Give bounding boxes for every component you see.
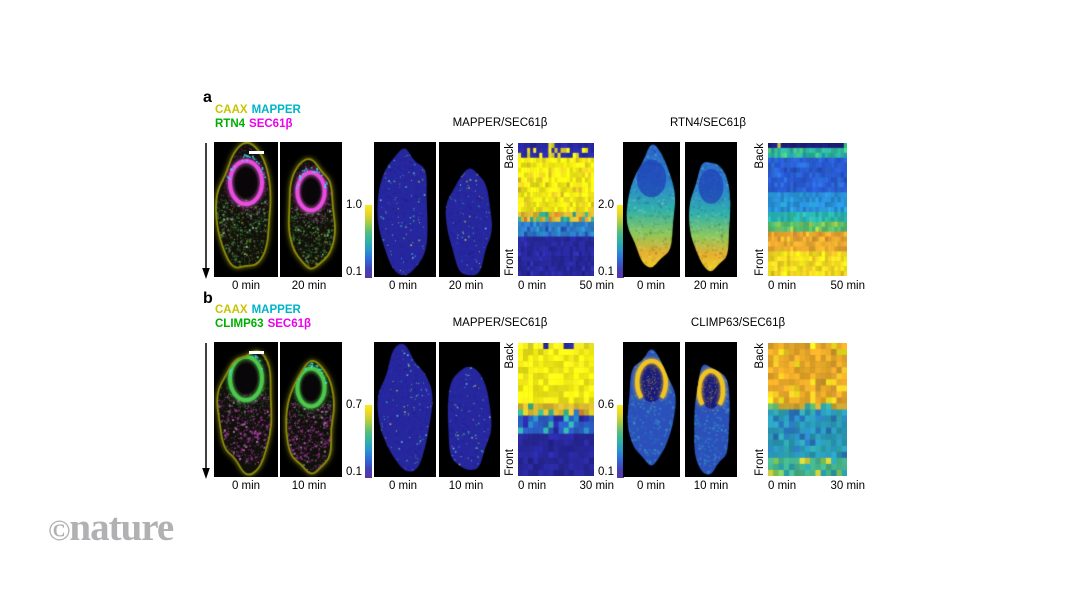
legend-mapper: MAPPER: [251, 104, 301, 116]
scale-bar: [249, 151, 264, 154]
kymo-t1: 50 min: [579, 280, 614, 292]
colorbar-min: 0.1: [598, 266, 614, 278]
group-title: CLIMP63/SEC61β: [690, 317, 786, 329]
colorbar: [365, 205, 372, 278]
legend-row-2: CLIMP63 SEC61β: [215, 318, 315, 332]
legend-mapper: MAPPER: [251, 304, 301, 316]
ratio-image-0min: [623, 342, 680, 477]
colorbar: [617, 205, 624, 278]
group-title: MAPPER/SEC61β: [452, 317, 548, 329]
axis-front-label: Front: [503, 249, 516, 276]
kymo-time-axis: 0 min 50 min: [518, 280, 614, 292]
colorbar-max: 0.6: [598, 399, 614, 411]
time-label: 0 min: [388, 280, 418, 292]
time-label: 0 min: [636, 280, 666, 292]
scale-bar: [249, 351, 264, 354]
kymo-t0: 0 min: [768, 280, 797, 292]
group-title: MAPPER/SEC61β: [452, 117, 548, 129]
axis-back-label: Back: [753, 143, 766, 169]
merged-cell-image-10min: [280, 342, 342, 477]
merged-cell-image-20min: [280, 142, 342, 277]
ratio-image-20min: [685, 142, 737, 277]
legend-sec61b: SEC61β: [249, 117, 293, 130]
kymo-axis-labels: Back Front: [753, 143, 766, 276]
legend-sec61b: SEC61β: [267, 317, 312, 330]
ratio-image-10min: [685, 342, 737, 477]
panel-a-legend: CAAX MAPPER RTN4 SEC61β: [215, 104, 305, 131]
colorbar: [617, 405, 624, 478]
merged-cell-image-0min: [214, 342, 278, 477]
colorbar: [365, 405, 372, 478]
time-label: 20 min: [291, 280, 327, 292]
nature-wordmark: nature: [69, 506, 174, 549]
legend-row-2: RTN4 SEC61β: [215, 118, 305, 132]
kymograph: [518, 143, 594, 276]
kymo-axis-labels: Back Front: [503, 143, 516, 276]
direction-arrow-icon: [202, 143, 210, 279]
kymograph: [768, 143, 847, 276]
legend-row-1: CAAX MAPPER: [215, 304, 315, 318]
kymo-axis-labels: Back Front: [503, 343, 516, 476]
colorbar-min: 0.1: [346, 466, 362, 478]
legend-climp63: CLIMP63: [215, 317, 264, 330]
panel-a-label: a: [203, 89, 212, 106]
time-label: 10 min: [291, 480, 327, 492]
direction-arrow-icon: [202, 343, 210, 479]
time-label: 0 min: [231, 480, 261, 492]
ratio-image-0min: [623, 142, 680, 277]
time-label: 20 min: [693, 280, 729, 292]
panel-b-legend: CAAX MAPPER CLIMP63 SEC61β: [215, 304, 315, 331]
merged-cell-image-0min: [214, 142, 278, 277]
kymo-t1: 30 min: [830, 480, 865, 492]
ratio-image-10min: [439, 342, 500, 477]
axis-front-label: Front: [753, 449, 766, 476]
kymo-t0: 0 min: [518, 480, 547, 492]
axis-back-label: Back: [503, 143, 516, 169]
axis-front-label: Front: [503, 449, 516, 476]
kymograph: [768, 343, 847, 476]
legend-row-1: CAAX MAPPER: [215, 104, 305, 118]
colorbar-min: 0.1: [346, 266, 362, 278]
legend-caax: CAAX: [215, 304, 248, 316]
kymo-t0: 0 min: [768, 480, 797, 492]
time-label: 0 min: [388, 480, 418, 492]
time-label: 10 min: [693, 480, 729, 492]
kymo-time-axis: 0 min 50 min: [768, 280, 865, 292]
kymo-time-axis: 0 min 30 min: [518, 480, 614, 492]
time-label: 0 min: [231, 280, 261, 292]
copyright-icon: ©: [48, 514, 70, 547]
legend-caax: CAAX: [215, 104, 248, 116]
axis-back-label: Back: [503, 343, 516, 369]
kymo-t1: 50 min: [830, 280, 865, 292]
legend-rtn4: RTN4: [215, 117, 246, 130]
time-label: 10 min: [448, 480, 484, 492]
panel-b-label: b: [203, 290, 213, 307]
nature-logo: ©nature: [48, 506, 174, 549]
kymo-t0: 0 min: [518, 280, 547, 292]
time-label: 20 min: [448, 280, 484, 292]
ratio-image-20min: [439, 142, 500, 277]
group-title: RTN4/SEC61β: [669, 117, 747, 129]
ratio-image-0min: [374, 342, 436, 477]
colorbar-max: 0.7: [346, 399, 362, 411]
colorbar-min: 0.1: [598, 466, 614, 478]
axis-front-label: Front: [753, 249, 766, 276]
kymo-axis-labels: Back Front: [753, 343, 766, 476]
kymo-t1: 30 min: [579, 480, 614, 492]
axis-back-label: Back: [753, 343, 766, 369]
kymograph: [518, 343, 594, 476]
kymo-time-axis: 0 min 30 min: [768, 480, 865, 492]
ratio-image-0min: [374, 142, 436, 277]
colorbar-max: 2.0: [598, 199, 614, 211]
colorbar-max: 1.0: [346, 199, 362, 211]
time-label: 0 min: [636, 480, 666, 492]
